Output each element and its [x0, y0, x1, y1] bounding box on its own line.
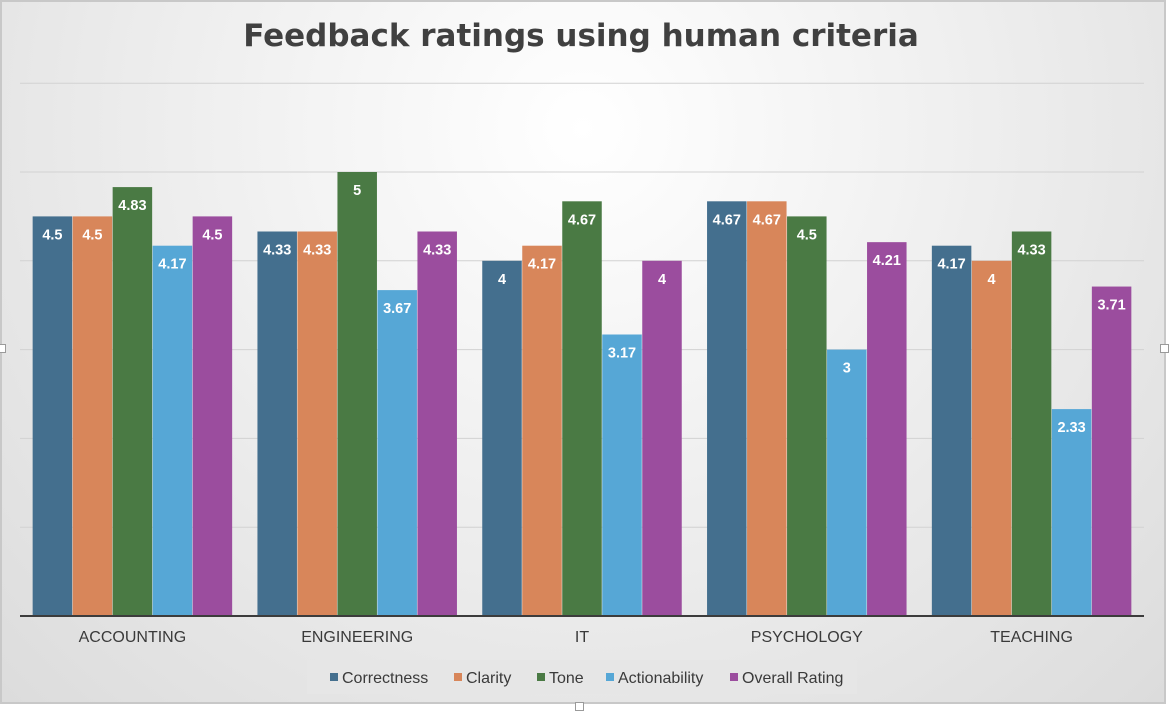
data-label: 4.67: [753, 212, 781, 228]
data-label: 4.33: [303, 242, 331, 258]
resize-handle-bottom[interactable]: [575, 702, 584, 711]
bar-accounting-overall-rating[interactable]: [192, 216, 233, 616]
legend-label: Correctness: [342, 670, 428, 687]
bar-teaching-overall-rating[interactable]: [1091, 286, 1132, 616]
data-label: 4.17: [158, 257, 186, 273]
bar-teaching-correctness[interactable]: [931, 245, 972, 617]
bar-accounting-clarity[interactable]: [72, 216, 113, 616]
data-label: 4.5: [797, 227, 817, 243]
legend-box: [307, 660, 857, 694]
data-label: 4.33: [1017, 242, 1045, 258]
legend-item-clarity[interactable]: Clarity: [454, 670, 511, 687]
legend-item-correctness[interactable]: Correctness: [330, 670, 428, 687]
legend-label: Tone: [549, 670, 584, 687]
bar-it-overall-rating[interactable]: [642, 260, 682, 616]
data-label: 3.17: [608, 346, 636, 362]
data-label: 4.5: [202, 227, 222, 243]
data-label: 4.5: [82, 227, 102, 243]
bar-psychology-overall-rating[interactable]: [867, 242, 907, 617]
data-label: 3.67: [383, 301, 411, 317]
bar-psychology-actionability[interactable]: [827, 349, 867, 616]
category-label-psychology: PSYCHOLOGY: [751, 629, 863, 646]
category-label-it: IT: [575, 629, 589, 646]
bar-teaching-clarity[interactable]: [971, 260, 1012, 616]
category-labels: ACCOUNTING ENGINEERING IT PSYCHOLOGY TEACHIN…: [79, 629, 1073, 646]
legend-swatch: [537, 673, 545, 681]
category-label-engineering: ENGINEERING: [301, 629, 413, 646]
bar-it-correctness[interactable]: [482, 260, 522, 616]
bars: 4.5 4.5 4.83 4.17 4.5 4.33 4.33 5 3.67 4.33 4 4.17 4…: [32, 172, 1132, 617]
data-label: 4.17: [937, 257, 965, 273]
data-label: 4.83: [118, 198, 146, 214]
legend-swatch: [606, 673, 614, 681]
legend-item-overall-rating[interactable]: Overall Rating: [730, 670, 843, 687]
data-label: 4.67: [713, 212, 741, 228]
data-label: 4.67: [568, 212, 596, 228]
bar-engineering-clarity[interactable]: [297, 231, 337, 616]
data-label: 4.5: [42, 227, 62, 243]
chart-title: Feedback ratings using human criteria: [243, 18, 919, 54]
bar-engineering-correctness[interactable]: [257, 231, 297, 616]
legend-swatch: [330, 673, 338, 681]
bar-accounting-actionability[interactable]: [152, 245, 193, 617]
legend-label: Clarity: [466, 670, 511, 687]
bar-engineering-overall-rating[interactable]: [417, 231, 457, 616]
bar-teaching-actionability[interactable]: [1051, 409, 1092, 616]
resize-handle-right[interactable]: [1160, 344, 1169, 353]
data-label: 4.33: [263, 242, 291, 258]
data-label: 4: [658, 272, 666, 288]
bar-accounting-tone[interactable]: [112, 187, 153, 616]
category-label-teaching: TEACHING: [990, 629, 1073, 646]
legend-swatch: [454, 673, 462, 681]
legend-swatch: [730, 673, 738, 681]
legend-label: Overall Rating: [742, 670, 843, 687]
data-label: 4: [988, 272, 996, 288]
data-label: 4.21: [873, 253, 901, 269]
legend-item-actionability[interactable]: Actionability: [606, 670, 703, 687]
bar-psychology-correctness[interactable]: [707, 201, 747, 616]
data-label: 4.17: [528, 257, 556, 273]
data-label: 2.33: [1057, 420, 1085, 436]
bar-engineering-tone[interactable]: [337, 172, 377, 616]
bar-psychology-tone[interactable]: [787, 216, 827, 616]
legend[interactable]: Correctness Clarity Tone Actionability Overa…: [307, 660, 857, 694]
data-label: 4.33: [423, 242, 451, 258]
bar-it-clarity[interactable]: [522, 245, 562, 617]
data-label: 4: [498, 272, 506, 288]
legend-item-tone[interactable]: Tone: [537, 670, 584, 687]
bar-psychology-clarity[interactable]: [747, 201, 787, 616]
category-label-accounting: ACCOUNTING: [79, 629, 187, 646]
bar-it-tone[interactable]: [562, 201, 602, 616]
bar-it-actionability[interactable]: [602, 334, 642, 616]
bar-teaching-tone[interactable]: [1011, 231, 1052, 616]
bar-accounting-correctness[interactable]: [32, 216, 73, 616]
data-label: 5: [353, 183, 361, 199]
data-label: 3: [843, 361, 851, 377]
bar-engineering-actionability[interactable]: [377, 290, 417, 616]
resize-handle-left[interactable]: [0, 344, 6, 353]
legend-label: Actionability: [618, 670, 703, 687]
data-label: 3.71: [1097, 298, 1125, 314]
